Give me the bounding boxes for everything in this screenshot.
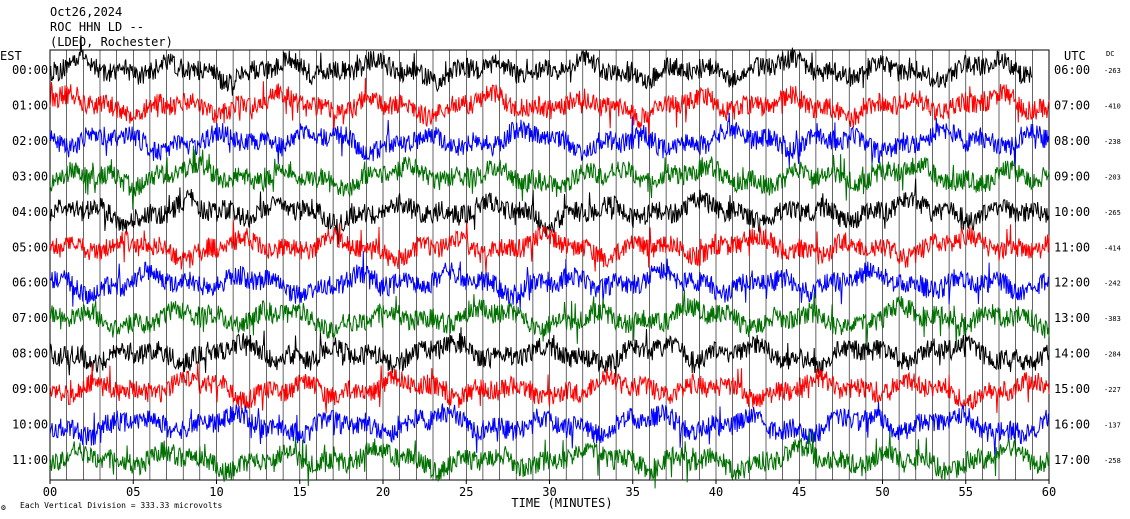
dc-title: DC <box>1106 50 1114 58</box>
dc-offset-label: -242 <box>1104 280 1121 288</box>
x-tick-label: 45 <box>792 485 806 499</box>
utc-hour-label: 15:00 <box>1054 382 1090 396</box>
date-label: Oct26,2024 <box>50 5 122 19</box>
x-axis-ticks: 00 05 10 15 20 25 30 35 40 45 50 55 60 <box>43 480 1056 499</box>
x-axis-title: TIME (MINUTES) <box>511 496 612 510</box>
utc-hour-label: 11:00 <box>1054 240 1090 254</box>
grid-lines <box>66 50 1033 480</box>
trace-line-0900 <box>49 362 1050 414</box>
utc-hour-label: 17:00 <box>1054 453 1090 467</box>
utc-hour-label: 16:00 <box>1054 418 1090 432</box>
dc-offset-label: -410 <box>1104 102 1121 110</box>
est-hour-label: 04:00 <box>12 205 48 219</box>
x-tick-label: 35 <box>626 485 640 499</box>
x-tick-label: 15 <box>293 485 307 499</box>
network-label: (LDEO, Rochester) <box>50 35 173 49</box>
trace-line-1000 <box>49 402 1050 456</box>
footer-mark: ⚙ <box>1 503 6 512</box>
dc-offset-label: -227 <box>1104 386 1121 394</box>
est-hour-label: 10:00 <box>12 418 48 432</box>
x-tick-label: 40 <box>709 485 723 499</box>
trace-line-0000 <box>49 35 1033 96</box>
utc-hour-label: 08:00 <box>1054 134 1090 148</box>
est-hour-label: 05:00 <box>12 240 48 254</box>
row-labels: 00:00 06:00 -263 01:00 07:00 -410 02:00 08:00 -2… <box>12 63 1121 467</box>
trace-line-0600 <box>49 250 1050 310</box>
dc-offset-label: -284 <box>1104 351 1121 359</box>
est-hour-label: 00:00 <box>12 63 48 77</box>
scale-note: Each Vertical Division = 333.33 microvol… <box>20 501 222 510</box>
est-hour-label: 11:00 <box>12 453 48 467</box>
x-tick-label: 10 <box>209 485 223 499</box>
est-hour-label: 01:00 <box>12 98 48 112</box>
dc-offset-label: -414 <box>1104 244 1121 252</box>
utc-hour-label: 12:00 <box>1054 276 1090 290</box>
x-tick-label: 30 <box>542 485 556 499</box>
dc-offset-label: -383 <box>1104 315 1121 323</box>
x-tick-label: 25 <box>459 485 473 499</box>
x-tick-label: 05 <box>126 485 140 499</box>
trace-line-0800 <box>49 327 1050 378</box>
x-tick-label: 00 <box>43 485 57 499</box>
est-hour-label: 09:00 <box>12 382 48 396</box>
utc-hour-label: 09:00 <box>1054 169 1090 183</box>
trace-line-0100 <box>49 77 1050 136</box>
est-hour-label: 02:00 <box>12 134 48 148</box>
dc-offset-label: -203 <box>1104 173 1121 181</box>
dc-offset-label: -263 <box>1104 67 1121 75</box>
utc-hour-label: 14:00 <box>1054 347 1090 361</box>
trace-line-0700 <box>49 289 1050 348</box>
trace-line-0400 <box>49 178 1050 245</box>
x-tick-label: 20 <box>376 485 390 499</box>
utc-hour-label: 10:00 <box>1054 205 1090 219</box>
utc-hour-label: 07:00 <box>1054 98 1090 112</box>
est-axis-title: EST <box>0 49 22 63</box>
trace-line-0200 <box>49 112 1050 167</box>
x-tick-label: 60 <box>1042 485 1056 499</box>
trace-line-1100 <box>49 429 1050 489</box>
trace-group <box>49 35 1050 489</box>
utc-axis-title: UTC <box>1064 49 1086 63</box>
est-hour-label: 08:00 <box>12 347 48 361</box>
trace-line-0500 <box>49 220 1050 274</box>
est-hour-label: 06:00 <box>12 276 48 290</box>
dc-offset-label: -258 <box>1104 457 1121 465</box>
est-hour-label: 03:00 <box>12 169 48 183</box>
trace-line-0300 <box>49 145 1050 210</box>
dc-offset-label: -137 <box>1104 422 1121 430</box>
station-label: ROC HHN LD -- <box>50 20 144 34</box>
dc-offset-label: -265 <box>1104 209 1121 217</box>
utc-hour-label: 06:00 <box>1054 63 1090 77</box>
x-tick-label: 50 <box>875 485 889 499</box>
est-hour-label: 07:00 <box>12 311 48 325</box>
x-tick-label: 55 <box>959 485 973 499</box>
utc-hour-label: 13:00 <box>1054 311 1090 325</box>
dc-offset-label: -238 <box>1104 138 1121 146</box>
